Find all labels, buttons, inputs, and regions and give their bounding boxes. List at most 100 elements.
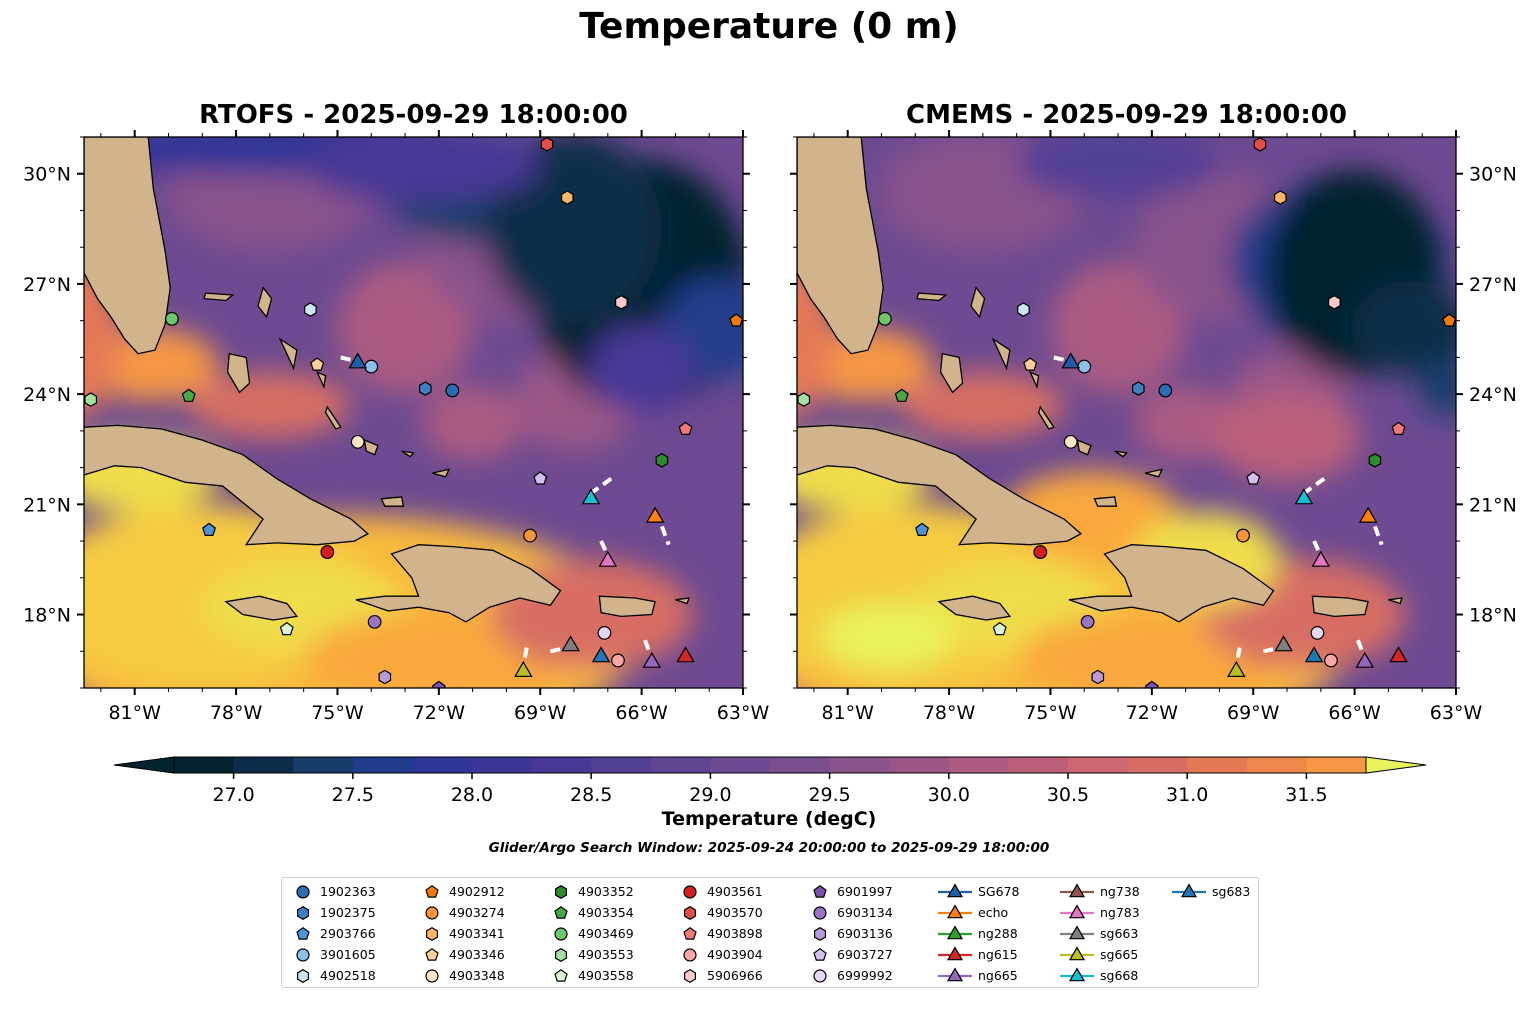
legend-marker-1902375 [296, 905, 309, 920]
platform-marker-4903348 [350, 434, 365, 449]
platform-marker-4903561 [1033, 545, 1048, 559]
legend-symbol-echo [946, 903, 964, 918]
legend-item-4903348: 4903348 [421, 965, 505, 986]
legend-marker-4903274 [425, 905, 439, 920]
legend-item-2903766: 2903766 [292, 923, 376, 944]
legend-label: ng738 [1100, 884, 1140, 899]
colorbar-tick-label: 30.5 [1047, 784, 1089, 806]
legend-label: 6903134 [837, 905, 893, 920]
legend-item-ng665: ng665 [938, 965, 1018, 986]
legend-item-4902518: 4902518 [292, 965, 376, 986]
platform-marker-echo [1358, 506, 1378, 523]
map-panel-cmems: 81°W 78°W 75°W 72°W 69°W 66°W 63°W 30°N 27°N 24°N… [790, 130, 1517, 724]
legend-item-sg683: sg683 [1172, 881, 1250, 902]
legend-label: 6903136 [837, 926, 893, 941]
colorbar-extend-low [113, 756, 175, 774]
platform-marker-sg683 [591, 646, 611, 663]
legend-item-1902375: 1902375 [292, 902, 376, 923]
legend-label: sg665 [1100, 947, 1139, 962]
sst-anomaly [1351, 280, 1456, 376]
legend-marker-4903898 [683, 926, 697, 940]
colorbar-tick-label: 29.5 [808, 784, 850, 806]
legend-label: 6903727 [837, 947, 893, 962]
land-cat [315, 370, 327, 390]
sst-anomaly [1134, 386, 1237, 461]
colorbar-segment [352, 757, 413, 773]
legend-item-4903469: 4903469 [550, 923, 634, 944]
y-tick-label: 30°N [23, 164, 71, 186]
legend-symbol-ng288 [946, 924, 964, 939]
platform-marker-4903561 [320, 545, 335, 559]
legend-symbol-ng615 [946, 945, 964, 960]
colorbar-segment [591, 757, 652, 773]
map-panel-rtofs: 81°W 78°W 75°W 72°W 69°W 66°W 63°W 30°N 27°N 24°N… [23, 130, 770, 724]
platform-legend: 1902363 1902375 2903766 3901605 4902518 49029… [281, 877, 1259, 988]
legend-marker-4903469 [554, 926, 568, 941]
land-mayaguana [401, 450, 415, 458]
legend-marker-4903346 [425, 947, 439, 961]
platform-marker-4902518 [1017, 302, 1030, 317]
legend-marker-4903558 [554, 968, 568, 982]
y-tick-label: 24°N [1469, 384, 1517, 406]
land-acklins [1076, 439, 1092, 456]
x-tick-label: 63°W [717, 702, 770, 724]
legend-item-6901997: 6901997 [809, 881, 893, 902]
land-cuba [797, 424, 1083, 546]
platform-marker-ng783 [598, 550, 618, 567]
platform-marker-1902363 [445, 383, 460, 398]
colorbar-segment [1127, 757, 1188, 773]
colorbar-segment [174, 757, 235, 773]
map-frame [796, 136, 1457, 689]
glider-track [1053, 355, 1070, 364]
platform-marker-6903136 [1091, 669, 1105, 685]
legend-marker-sg663 [1060, 924, 1094, 939]
colorbar-segment [770, 757, 831, 773]
platform-marker-4903469 [877, 311, 892, 326]
legend-marker-ng288 [938, 924, 972, 939]
legend-marker-4903341 [425, 926, 438, 941]
land-caicos [431, 468, 451, 478]
legend-label: 4902518 [320, 968, 376, 983]
legend-marker-echo [938, 903, 972, 918]
sst-anomaly [188, 372, 351, 439]
land-andros [939, 352, 964, 394]
legend-marker-ng738 [1060, 882, 1094, 897]
colorbar-extend-high [1365, 756, 1427, 774]
y-tick-label: 24°N [23, 384, 71, 406]
legend-label: 4903341 [449, 926, 505, 941]
legend-symbol-ng783 [1068, 903, 1086, 918]
legend-item-4903341: 4903341 [421, 923, 505, 944]
legend-item-sg665: sg665 [1060, 944, 1138, 965]
platform-marker-4903558 [992, 621, 1007, 636]
x-tick-label: 72°W [1126, 702, 1179, 724]
platform-marker-sg663 [1274, 635, 1293, 652]
platform-marker-SG678 [348, 352, 368, 369]
colorbar: 27.0 27.5 28.0 28.5 29.0 29.5 30.0 30.5 31.0 31.5 [113, 756, 1427, 806]
legend-label: 4903274 [449, 905, 505, 920]
colorbar-segment [293, 757, 354, 773]
platform-marker-sg665 [514, 660, 533, 678]
legend-symbol-6903134 [813, 905, 827, 920]
sst-anomaly [1016, 137, 1220, 200]
colorbar-segment [1246, 757, 1307, 773]
legend-symbol-4902518 [296, 968, 309, 983]
legend-item-4902912: 4902912 [421, 881, 505, 902]
platform-marker-4903898 [1391, 421, 1406, 435]
legend-item-4903904: 4903904 [679, 944, 763, 965]
legend-label: 6901997 [837, 884, 893, 899]
legend-symbol-6903727 [813, 947, 827, 961]
x-tick-label: 63°W [1430, 702, 1483, 724]
x-tick-label: 66°W [1328, 702, 1381, 724]
platform-marker-6903727 [1246, 471, 1261, 485]
land-jamaica [937, 595, 1012, 621]
panel-title-rtofs: RTOFS - 2025-09-29 18:00:00 [199, 100, 628, 130]
x-tick-label: 75°W [311, 702, 364, 724]
land-florida [797, 137, 884, 355]
platform-marker-4903346 [1023, 357, 1038, 371]
platform-marker-4903558 [279, 621, 294, 636]
sst-anomaly [303, 137, 541, 204]
legend-item-4903558: 4903558 [550, 965, 634, 986]
platform-marker-6903134 [1080, 614, 1095, 629]
land-puertorico [598, 595, 656, 618]
